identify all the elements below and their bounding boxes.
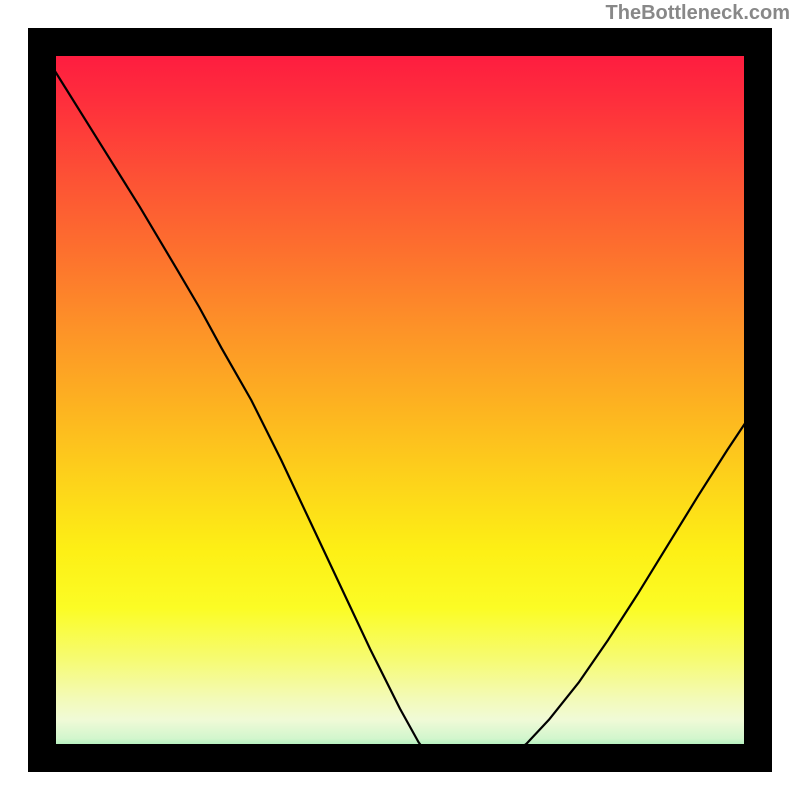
- chart-container: TheBottleneck.com: [0, 0, 800, 800]
- chart-svg: [28, 28, 772, 772]
- chart-background: [28, 28, 772, 772]
- watermark-text: TheBottleneck.com: [606, 2, 790, 25]
- plot-area: [28, 28, 772, 772]
